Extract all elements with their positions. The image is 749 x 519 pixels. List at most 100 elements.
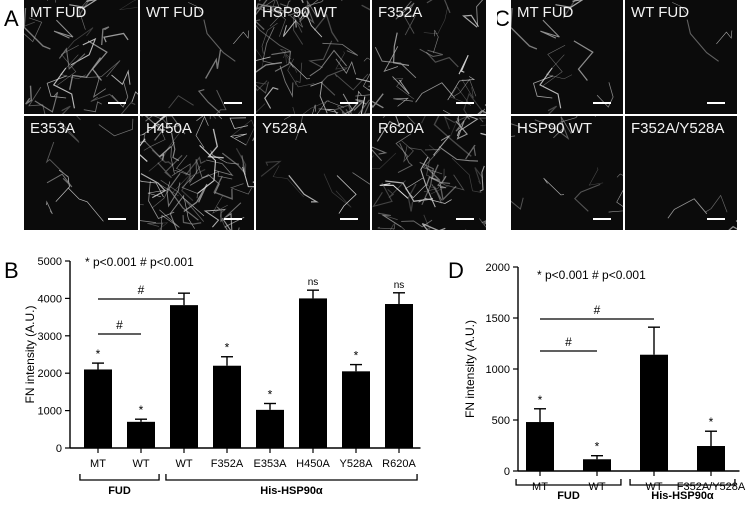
significance-legend: * p<0.001 # p<0.001 xyxy=(537,268,646,282)
group-label: FUD xyxy=(557,490,580,502)
scale-bar xyxy=(593,102,611,104)
significance-marker: * xyxy=(354,349,359,363)
micrograph-grid-a: MT FUD WT FUD HSP90 WT F352A E353A H450A Y528A… xyxy=(24,0,497,231)
bar xyxy=(213,365,241,448)
comparison-label: # xyxy=(594,303,601,317)
y-tick-label: 1000 xyxy=(486,364,510,376)
micrograph-tile: F352A/Y528A xyxy=(625,116,737,230)
micrograph-tile: WT FUD xyxy=(625,0,737,114)
micrograph-label: R620A xyxy=(378,120,424,137)
significance-marker: ns xyxy=(394,280,405,291)
micrograph-tile: HSP90 WT xyxy=(256,0,370,114)
fiber-texture xyxy=(256,0,370,114)
x-tick-label: F352A/Y528A xyxy=(677,481,746,493)
bar xyxy=(526,422,554,471)
y-tick-label: 0 xyxy=(504,466,510,478)
micrograph-tile: HSP90 WT xyxy=(511,116,623,230)
x-tick-label: WT xyxy=(588,481,605,493)
fiber-texture xyxy=(667,194,737,230)
x-tick-label: Y528A xyxy=(339,458,373,470)
x-tick-label: MT xyxy=(532,481,548,493)
micrograph-label: E353A xyxy=(30,120,76,137)
panel-label-d: D xyxy=(448,258,464,283)
fiber-texture xyxy=(45,116,134,222)
micrograph-label: F352A xyxy=(378,4,423,21)
micrograph-label: Y528A xyxy=(262,120,308,137)
micrograph-label: WT FUD xyxy=(631,4,690,21)
panel-label-a: A xyxy=(4,6,19,31)
x-tick-label: R620A xyxy=(382,458,416,470)
micrograph-label: H450A xyxy=(146,120,192,137)
bar-chart-d: 0 500 1000 1500 2000 FN intensity (A.U.) * p<0… xyxy=(463,262,746,502)
y-tick-label: 2000 xyxy=(486,262,510,274)
x-tick-label: F352A xyxy=(211,458,244,470)
significance-marker: * xyxy=(225,341,230,355)
fiber-texture xyxy=(625,2,733,62)
bar xyxy=(256,409,284,448)
micrograph-tile: R620A xyxy=(372,116,486,230)
significance-marker: * xyxy=(268,387,273,401)
scale-bar xyxy=(224,218,242,220)
fiber-texture xyxy=(372,0,486,114)
micrograph-label: HSP90 WT xyxy=(262,4,338,21)
scale-bar xyxy=(340,102,358,104)
bar xyxy=(170,305,198,448)
micrograph-label: WT FUD xyxy=(146,4,205,21)
scale-bar xyxy=(108,102,126,104)
fiber-texture xyxy=(260,116,370,214)
micrograph-label: MT FUD xyxy=(517,4,574,21)
y-tick-label: 2000 xyxy=(38,368,62,380)
bar xyxy=(127,421,155,448)
fiber-texture xyxy=(372,116,486,230)
significance-marker: * xyxy=(96,347,101,361)
x-tick-label: WT xyxy=(132,458,149,470)
significance-marker: * xyxy=(595,440,600,454)
bar-chart-b: 0 1000 2000 3000 4000 5000 FN intensity (A.U.)… xyxy=(23,255,421,497)
fiber-texture xyxy=(511,116,623,213)
bar xyxy=(385,304,413,448)
x-tick-label: MT xyxy=(90,458,106,470)
scale-bar xyxy=(456,102,474,104)
significance-marker: * xyxy=(139,403,144,417)
fiber-texture xyxy=(140,2,250,114)
bar xyxy=(697,446,725,471)
group-bracket xyxy=(629,479,736,486)
fiber-texture xyxy=(140,116,254,230)
scale-bar xyxy=(456,218,474,220)
significance-marker: * xyxy=(709,415,714,429)
scale-bar xyxy=(707,102,725,104)
comparison-label: # xyxy=(565,335,572,349)
scale-bar xyxy=(707,218,725,220)
comparison-label: # xyxy=(116,318,123,332)
x-tick-label: WT xyxy=(175,458,192,470)
bar xyxy=(342,371,370,448)
micrograph-label: F352A/Y528A xyxy=(631,120,725,137)
scale-bar xyxy=(108,218,126,220)
group-label: FUD xyxy=(108,485,131,497)
significance-marker: * xyxy=(538,393,543,407)
micrograph-tile: MT FUD xyxy=(511,0,623,114)
bar xyxy=(299,298,327,448)
group-label: His-HSP90α xyxy=(260,485,323,497)
y-tick-label: 5000 xyxy=(38,256,62,268)
micrograph-tile: E353A xyxy=(24,116,138,230)
scale-bar xyxy=(593,218,611,220)
micrograph-grid-c: MT FUD WT FUD HSP90 WT F352A/Y528A xyxy=(511,0,749,231)
y-tick-label: 1000 xyxy=(38,406,62,418)
y-tick-label: 1500 xyxy=(486,313,510,325)
y-tick-label: 4000 xyxy=(38,293,62,305)
fiber-texture xyxy=(511,0,614,114)
group-bracket xyxy=(165,474,418,481)
micrograph-tile: Y528A xyxy=(256,116,370,230)
micrograph-tile: WT FUD xyxy=(140,0,254,114)
micrograph-label: MT FUD xyxy=(30,4,87,21)
comparison-label: # xyxy=(138,283,145,297)
scale-bar xyxy=(224,102,242,104)
micrograph-tile: MT FUD xyxy=(24,0,138,114)
y-tick-label: 3000 xyxy=(38,331,62,343)
x-tick-label: H450A xyxy=(296,458,330,470)
panel-label-b: B xyxy=(4,258,19,283)
micrograph-tile: F352A xyxy=(372,0,486,114)
bar xyxy=(84,369,112,448)
panel-label-c: C xyxy=(494,6,510,31)
